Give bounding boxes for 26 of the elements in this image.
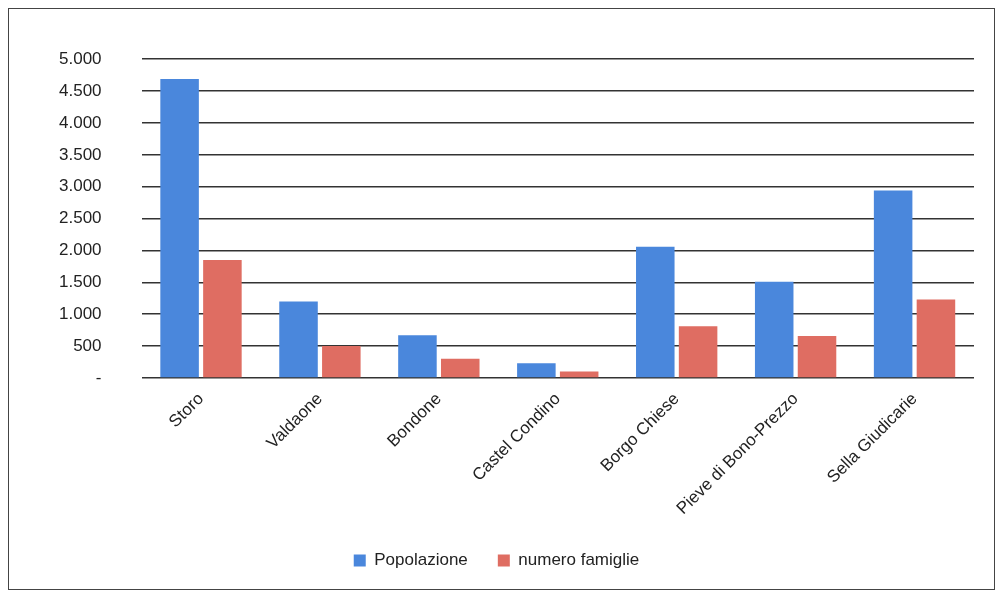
bar — [797, 335, 837, 378]
bar — [160, 78, 199, 378]
y-tick-label: 3.500 — [58, 144, 102, 164]
bar — [517, 363, 556, 378]
y-tick-label: 2.500 — [58, 208, 102, 228]
y-tick-label: 3.000 — [58, 176, 102, 196]
bar — [440, 358, 480, 378]
bar — [203, 260, 242, 378]
bar — [678, 326, 718, 378]
bar — [636, 246, 675, 378]
bar — [873, 190, 913, 378]
y-tick-label: 2.000 — [58, 240, 102, 260]
y-tick-label: - — [95, 367, 102, 387]
bar — [754, 281, 794, 378]
bar — [279, 301, 318, 378]
bar — [398, 335, 437, 378]
legend-label: numero famiglie — [518, 550, 640, 570]
y-tick-label: 4.500 — [58, 80, 102, 100]
bar — [916, 299, 956, 378]
legend-label: Popolazione — [374, 550, 468, 570]
y-tick-label: 500 — [73, 335, 102, 355]
y-tick-label: 1.000 — [58, 303, 102, 323]
y-tick-label: 4.000 — [58, 112, 102, 132]
y-tick-label: 1.500 — [58, 272, 102, 292]
y-tick-label: 5.000 — [58, 48, 102, 68]
bar — [322, 346, 361, 378]
